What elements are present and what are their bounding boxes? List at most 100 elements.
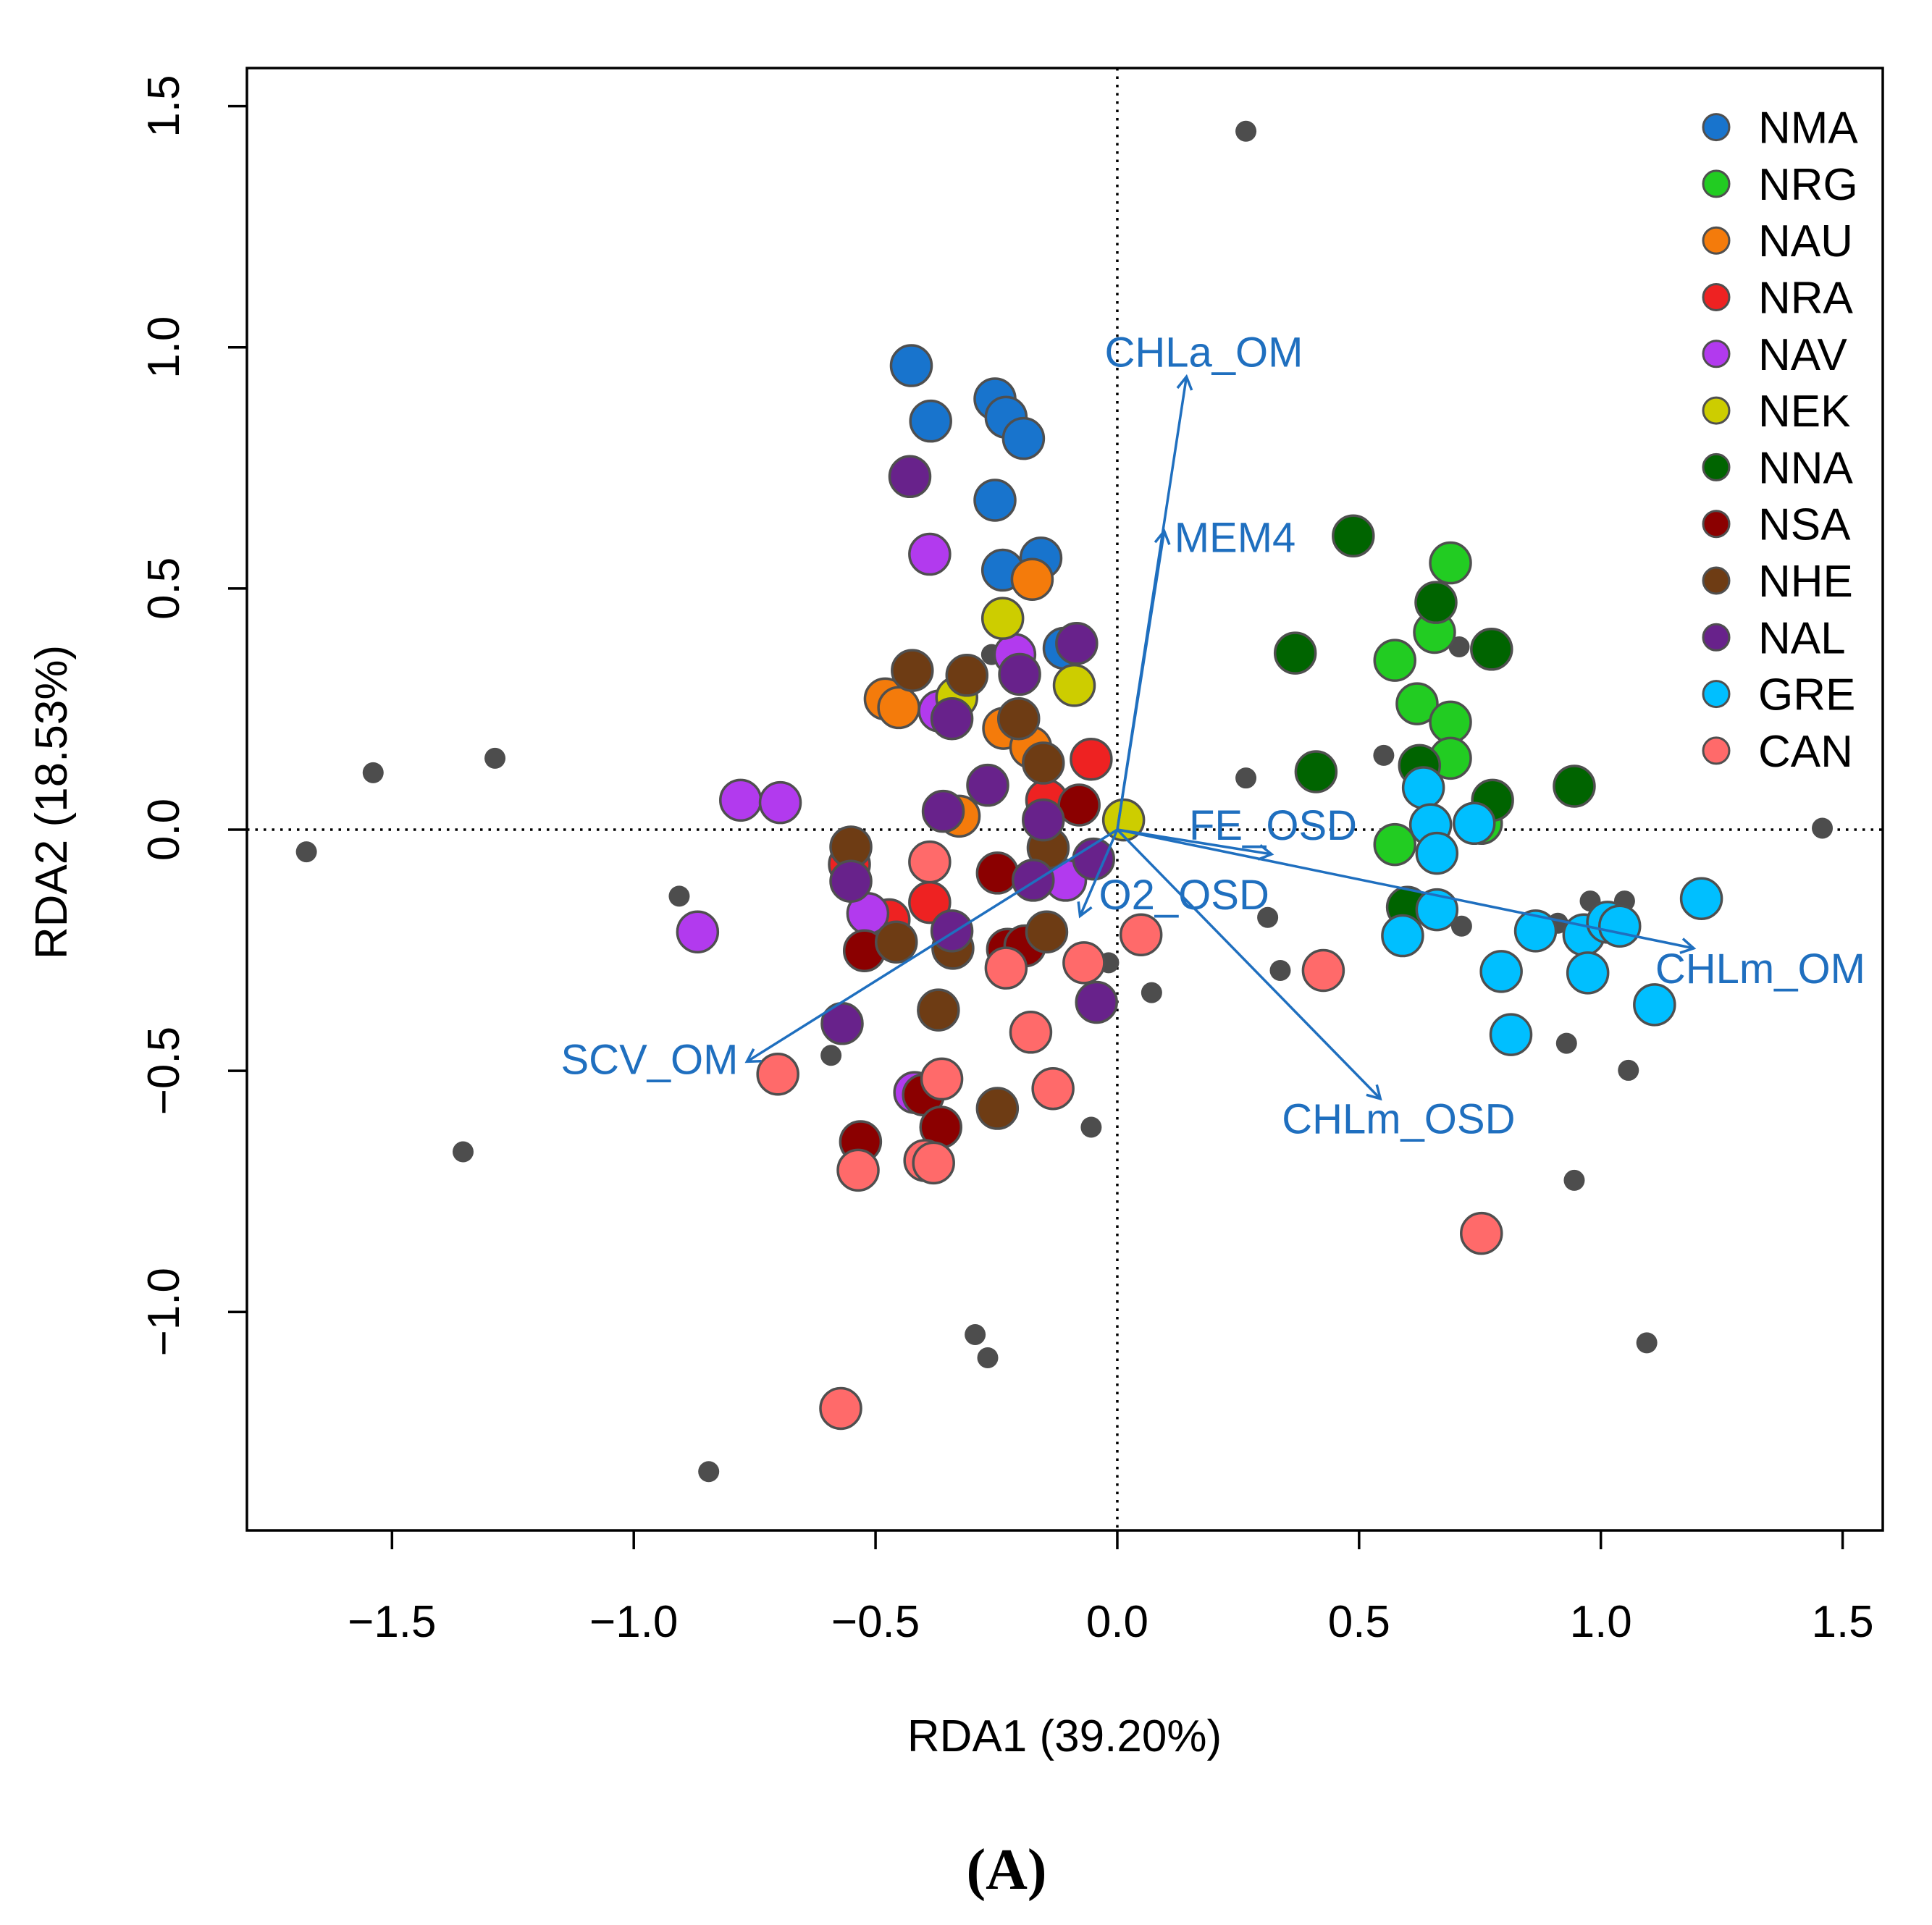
sample-point-gre	[1489, 1013, 1533, 1056]
sample-point-nna	[1553, 764, 1596, 808]
sample-point-nsa	[1057, 783, 1101, 827]
series-nal	[820, 455, 1118, 1045]
sample-point-gre	[1566, 951, 1610, 995]
sample-point-nav	[676, 910, 720, 953]
sample-point-nal	[888, 455, 932, 499]
legend-label: NEK	[1758, 387, 1850, 437]
sample-point-nal	[1055, 622, 1099, 665]
sample-point-nau	[877, 686, 920, 730]
background-sample-point	[668, 885, 690, 907]
vector-arrowhead	[1077, 901, 1093, 919]
background-sample-point	[1235, 767, 1257, 789]
sample-point-nma	[889, 344, 933, 387]
sample-point-can	[1031, 1066, 1075, 1111]
sample-point-nrg	[1429, 700, 1472, 744]
sample-point-nal	[1072, 837, 1115, 881]
vector-arrowhead	[1257, 843, 1274, 861]
sample-point-nhe	[917, 988, 960, 1032]
legend-label: CAN	[1758, 727, 1853, 777]
legend-label: NRA	[1758, 274, 1854, 324]
sample-points	[676, 344, 1723, 1431]
legend-label: NSA	[1758, 500, 1851, 550]
legend-item-nra: NRA	[1702, 274, 1854, 324]
sample-point-nrg	[1373, 639, 1416, 682]
sample-point-can	[1009, 1011, 1053, 1054]
vector-line	[1116, 828, 1382, 1100]
legend-marker	[1702, 623, 1731, 652]
legend-label: NAL	[1758, 613, 1846, 663]
legend-item-nal: NAL	[1702, 613, 1846, 663]
sample-point-can	[920, 1057, 964, 1101]
background-sample-point	[1080, 1116, 1102, 1138]
figure-caption: (A)	[966, 1838, 1046, 1902]
legend-marker	[1702, 226, 1731, 255]
vector-label: CHLa_OM	[1104, 329, 1303, 376]
y-axis: −1.0 −0.5 0.0 0.5 1.0 1.5	[139, 75, 247, 1356]
sample-point-nal	[921, 789, 965, 833]
sample-point-nal	[930, 909, 974, 953]
x-tick-label: 1.5	[1811, 1597, 1873, 1647]
sample-point-nna	[1470, 628, 1513, 671]
sample-point-gre	[1415, 888, 1459, 932]
background-sample-point	[1450, 915, 1472, 937]
legend-label: NRG	[1758, 160, 1858, 210]
background-sample-point	[1563, 1169, 1585, 1191]
legend-marker	[1702, 680, 1731, 709]
legend-marker	[1702, 452, 1731, 481]
x-tick-label: −1.0	[589, 1597, 678, 1647]
vector-label: SCV_OM	[561, 1036, 739, 1083]
background-points	[295, 120, 1834, 1483]
sample-point-nal	[930, 696, 974, 741]
sample-point-can	[819, 1386, 862, 1431]
sample-point-nna	[1332, 514, 1375, 557]
vector-chla-om: CHLa_OM	[1104, 329, 1303, 830]
background-sample-point	[1235, 120, 1257, 142]
vector-arrowhead	[1176, 374, 1193, 391]
sample-point-nna	[1294, 750, 1338, 793]
legend-label: GRE	[1758, 670, 1855, 720]
legend: NMA NRG NAU NRA NAV NEK NNA NSA NHE NAL GRE CAN	[1702, 104, 1858, 777]
sample-point-nal	[1012, 859, 1055, 902]
background-sample-point	[362, 762, 384, 783]
sample-point-can	[836, 1148, 880, 1192]
vector-line	[1116, 531, 1166, 830]
sample-point-gre	[1381, 914, 1424, 958]
sample-point-nhe	[1025, 910, 1069, 953]
background-sample-point	[698, 1461, 720, 1483]
background-sample-point	[965, 1324, 986, 1346]
sample-point-nek	[1101, 798, 1146, 842]
legend-item-nau: NAU	[1702, 216, 1853, 266]
y-tick-label: −0.5	[139, 1027, 189, 1115]
background-sample-point	[295, 841, 317, 863]
sample-point-nma	[909, 399, 952, 443]
sample-point-nek	[1052, 664, 1096, 707]
sample-point-can	[1119, 913, 1163, 956]
series-nna	[1273, 514, 1596, 929]
sample-point-nal	[998, 652, 1041, 696]
sample-point-can	[756, 1052, 799, 1096]
legend-marker	[1702, 340, 1731, 368]
sample-point-nsa	[975, 851, 1020, 895]
series-can	[756, 840, 1503, 1431]
sample-point-nrg	[1395, 682, 1439, 725]
vector-label: CHLm_OM	[1655, 945, 1865, 993]
legend-item-can: CAN	[1702, 727, 1853, 777]
vector-label: O2_OSD	[1099, 872, 1269, 919]
x-tick-label: −0.5	[831, 1597, 920, 1647]
vector-label: FE_OSD	[1189, 802, 1357, 849]
vector-label: CHLm_OSD	[1282, 1096, 1515, 1143]
sample-point-can	[1062, 941, 1106, 985]
sample-point-nal	[829, 859, 873, 903]
background-sample-point	[977, 1347, 999, 1368]
vector-chlm-osd: CHLm_OSD	[1116, 828, 1516, 1143]
legend-marker	[1702, 736, 1731, 765]
legend-item-nma: NMA	[1702, 104, 1858, 153]
plot-frame	[245, 67, 1884, 1532]
legend-item-nna: NNA	[1702, 443, 1854, 493]
reference-lines	[247, 68, 1883, 1530]
sample-point-can	[984, 946, 1028, 990]
legend-item-nrg: NRG	[1702, 160, 1858, 210]
series-gre	[1381, 766, 1723, 1056]
